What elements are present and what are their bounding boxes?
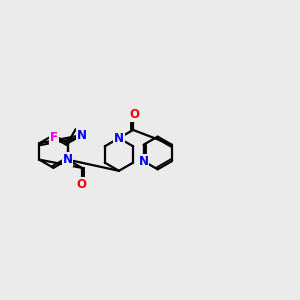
Text: O: O (77, 178, 87, 190)
Text: N: N (63, 153, 73, 166)
Text: N: N (139, 154, 148, 168)
Text: N: N (77, 129, 87, 142)
Text: N: N (114, 132, 124, 145)
Text: F: F (50, 131, 58, 144)
Text: O: O (130, 108, 140, 121)
